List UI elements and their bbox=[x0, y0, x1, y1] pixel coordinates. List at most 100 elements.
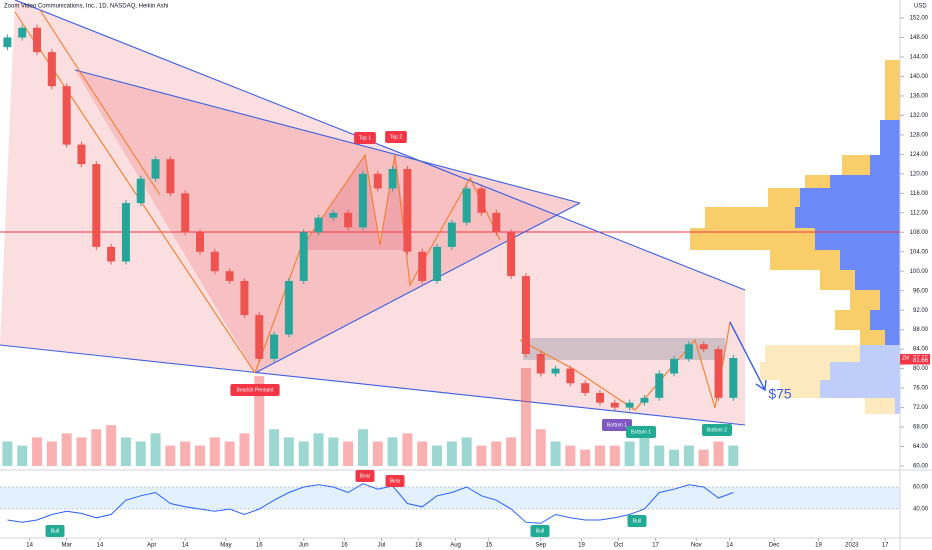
y-tick-label: 124.00 bbox=[910, 152, 929, 158]
x-tick-label: 14 bbox=[97, 543, 104, 549]
candle-body bbox=[344, 212, 353, 228]
volume-bar bbox=[506, 437, 517, 466]
volume-bar bbox=[520, 368, 531, 466]
x-tick-label: Nov bbox=[691, 543, 702, 549]
y-tick-label: 140.00 bbox=[910, 74, 929, 80]
rsi-tick-label: 60.00 bbox=[913, 485, 929, 491]
candle-body bbox=[47, 52, 56, 87]
volume-bar bbox=[417, 441, 428, 466]
y-tick-label: 128.00 bbox=[910, 132, 929, 138]
x-tick-label: 19 bbox=[578, 543, 585, 549]
candle-body bbox=[373, 173, 382, 189]
annotation: Bottom 1 bbox=[631, 429, 651, 435]
volume-bar bbox=[2, 441, 13, 466]
x-tick-label: Aug bbox=[450, 543, 461, 549]
rsi-tick-label: 40.00 bbox=[913, 507, 929, 513]
candle-body bbox=[284, 280, 293, 335]
candle-body bbox=[62, 86, 71, 145]
volume-bar bbox=[609, 445, 620, 466]
volume-bar bbox=[639, 437, 650, 466]
rsi-line bbox=[7, 483, 734, 524]
volume-bar bbox=[120, 437, 131, 466]
symbol-label: ZM bbox=[902, 355, 909, 361]
x-tick-label: 16 bbox=[256, 543, 263, 549]
annotation-box bbox=[354, 132, 376, 144]
volume-bar bbox=[32, 437, 43, 466]
annotation-box bbox=[702, 424, 732, 436]
volume-bar bbox=[298, 441, 309, 466]
chart-title: Zoom Video Communications, Inc., 1D, NAS… bbox=[4, 4, 168, 10]
volume-bar bbox=[580, 449, 591, 466]
volume-bar bbox=[283, 437, 294, 466]
x-tick-label: Oct bbox=[614, 543, 624, 549]
volume-bar bbox=[313, 433, 324, 466]
volume-bar bbox=[17, 445, 28, 466]
y-tick-label: 132.00 bbox=[910, 113, 929, 119]
candle-body bbox=[640, 397, 649, 403]
volume-bar bbox=[476, 445, 487, 466]
annotation-box bbox=[45, 525, 65, 537]
candle-body bbox=[462, 188, 471, 223]
annotation: $75 bbox=[768, 386, 792, 402]
x-tick-label: Jul bbox=[378, 543, 386, 549]
volume-bar bbox=[535, 429, 546, 466]
x-tick-label: Mar bbox=[61, 543, 71, 549]
annotation: Bottom 2 bbox=[707, 427, 727, 433]
annotation-box bbox=[626, 426, 656, 438]
x-tick-label: 19 bbox=[815, 543, 822, 549]
volume-bar bbox=[654, 445, 665, 466]
candle-body bbox=[314, 217, 323, 233]
volume-bar bbox=[669, 449, 680, 466]
annotation-box bbox=[385, 475, 405, 487]
volume-bar bbox=[713, 441, 724, 466]
y-tick-label: 60.00 bbox=[913, 464, 929, 470]
volume-bar bbox=[387, 437, 398, 466]
volume-profile bbox=[690, 60, 900, 414]
volume-bar bbox=[698, 449, 709, 466]
annotation: Bear bbox=[390, 478, 401, 484]
candle-body bbox=[566, 368, 575, 384]
volume-bar bbox=[595, 445, 605, 466]
candle-body bbox=[492, 212, 501, 233]
x-tick-label: 15 bbox=[486, 543, 493, 549]
volume-bar bbox=[209, 437, 220, 466]
candle-body bbox=[181, 193, 190, 233]
volume-bar bbox=[46, 441, 57, 466]
annotation: Bull bbox=[536, 528, 544, 534]
candle-body bbox=[418, 251, 427, 281]
annotation-box bbox=[230, 384, 280, 396]
volume-bar bbox=[432, 445, 443, 466]
candle-body bbox=[477, 188, 486, 213]
candle-body bbox=[77, 144, 86, 165]
candle-body bbox=[255, 315, 264, 359]
candle-body bbox=[92, 164, 101, 247]
candle-body bbox=[729, 357, 738, 398]
y-tick-label: 96.00 bbox=[913, 288, 929, 294]
y-tick-label: 92.00 bbox=[913, 308, 929, 314]
annotation: Top 1 bbox=[359, 135, 371, 141]
volume-bar bbox=[357, 429, 368, 466]
volume-bar bbox=[61, 433, 72, 466]
candle-body bbox=[329, 212, 338, 218]
y-tick-label: 120.00 bbox=[910, 171, 929, 177]
volume-bar bbox=[550, 441, 561, 466]
volume-bar bbox=[91, 429, 102, 466]
candle-body bbox=[388, 168, 397, 189]
y-tick-label: 76.00 bbox=[913, 386, 929, 392]
candle-body bbox=[521, 276, 530, 354]
y-tick-label: 104.00 bbox=[910, 249, 929, 255]
candle-body bbox=[581, 383, 590, 393]
candle-body bbox=[33, 27, 42, 53]
candle-body bbox=[610, 402, 619, 408]
candle-body bbox=[3, 37, 12, 48]
candle-body bbox=[536, 354, 545, 374]
x-tick-label: 16 bbox=[341, 543, 348, 549]
candle-body bbox=[433, 246, 442, 281]
y-tick-label: 100.00 bbox=[910, 269, 929, 275]
candle-body bbox=[240, 280, 249, 316]
y-tick-label: 148.00 bbox=[910, 35, 929, 41]
annotation-box bbox=[530, 525, 550, 537]
volume-bar bbox=[76, 437, 87, 466]
y-tick-label: 84.00 bbox=[913, 347, 929, 353]
volume-bar bbox=[402, 433, 413, 466]
